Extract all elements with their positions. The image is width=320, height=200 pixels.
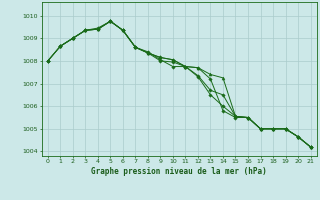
X-axis label: Graphe pression niveau de la mer (hPa): Graphe pression niveau de la mer (hPa) <box>91 167 267 176</box>
